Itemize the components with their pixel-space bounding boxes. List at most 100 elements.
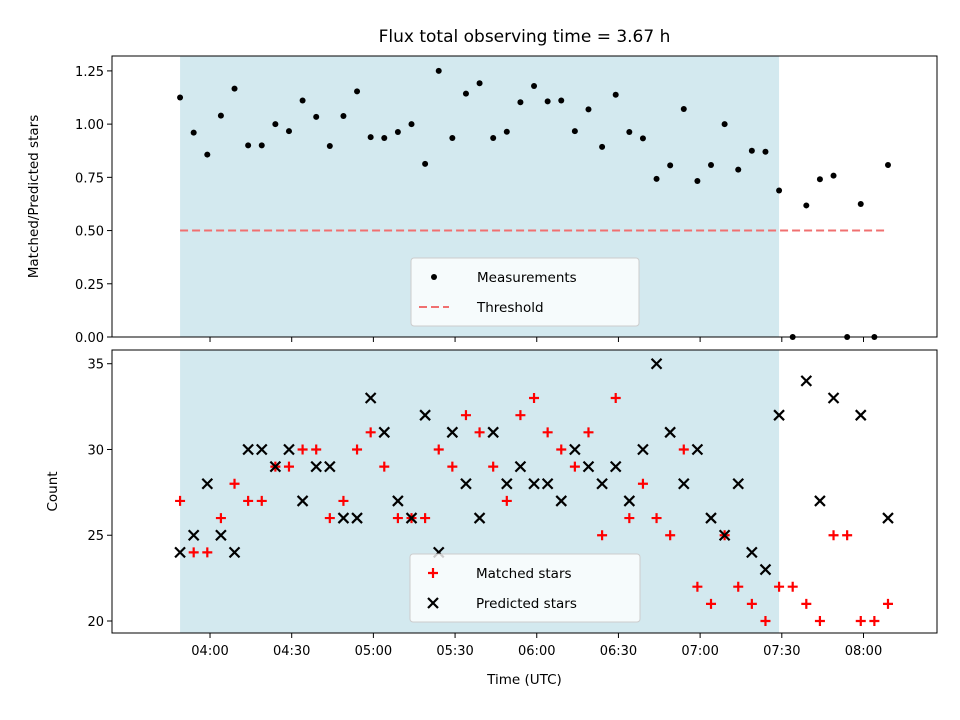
matched-star-marker — [692, 581, 703, 592]
legend: Matched stars Predicted stars — [409, 553, 641, 623]
y-tick-label: 1.00 — [75, 118, 104, 133]
matched-star-marker — [175, 495, 186, 506]
predicted-star-marker — [746, 546, 758, 559]
measurement-point — [626, 128, 633, 135]
measurement-point — [776, 187, 783, 194]
predicted-star-marker — [215, 529, 227, 542]
matched-star-marker — [501, 495, 512, 506]
y-tick-label: 1.25 — [75, 65, 104, 80]
measurement-point — [639, 135, 646, 142]
measurement-point — [408, 121, 415, 128]
measurement-point — [816, 176, 823, 183]
x-tick-label: 07:30 — [763, 644, 800, 659]
y-tick-label: 35 — [87, 358, 104, 373]
x-tick-label: 05:30 — [436, 644, 473, 659]
matched-star-marker — [828, 530, 839, 541]
predicted-star-marker — [800, 375, 813, 387]
axes-frame — [111, 55, 938, 338]
matched-star-marker — [733, 581, 744, 592]
predicted-star-marker — [296, 495, 309, 507]
measurement-point — [558, 97, 565, 104]
predicted-star-marker — [609, 460, 622, 473]
predicted-star-marker — [650, 357, 663, 370]
matched-star-marker — [678, 444, 689, 455]
measurement-point — [667, 162, 674, 169]
predicted-star-marker — [460, 478, 472, 490]
predicted-star-marker — [337, 512, 350, 524]
predicted-star-marker — [691, 443, 704, 456]
predicted-star-marker — [187, 529, 200, 542]
matched-star-marker — [338, 495, 349, 506]
measurement-point — [735, 166, 742, 173]
matched-star-marker — [556, 444, 567, 455]
y-axis-label: Matched/Predicted stars — [26, 115, 42, 278]
matched-star-marker — [460, 410, 471, 421]
y-axis-label: Count — [45, 471, 61, 511]
measurement-point — [490, 134, 497, 141]
matched-star-marker — [188, 547, 199, 558]
chart-title: Flux total observing time = 3.67 h — [379, 27, 671, 47]
predicted-star-marker — [378, 426, 391, 439]
x-tick-label: 04:00 — [191, 644, 228, 659]
measurement-point — [803, 202, 810, 209]
legend-dot-icon — [431, 274, 437, 280]
matched-star-marker — [569, 461, 580, 472]
legend-x-icon — [427, 597, 439, 609]
predicted-star-marker — [351, 512, 363, 524]
measurement-point — [422, 160, 429, 167]
matched-star-marker — [202, 547, 213, 558]
matched-star-marker — [542, 427, 553, 438]
measurement-point — [326, 143, 333, 150]
x-tick-label: 08:00 — [845, 644, 882, 659]
predicted-star-marker — [501, 478, 513, 490]
predicted-star-marker — [678, 478, 690, 490]
matched-star-marker — [352, 444, 363, 455]
predicted-star-marker — [623, 495, 636, 507]
axes-frame — [111, 349, 938, 634]
predicted-star-marker — [487, 426, 499, 439]
measurement-point — [449, 134, 456, 141]
matched-star-marker — [379, 461, 390, 472]
predicted-star-marker — [242, 443, 254, 456]
predicted-star-marker — [174, 546, 186, 559]
measurement-point — [190, 129, 197, 136]
y-tick-label: 0.00 — [75, 331, 104, 346]
measurement-point — [721, 121, 728, 128]
measurement-point — [585, 106, 592, 113]
matched-star-marker — [229, 478, 240, 489]
matched-star-marker — [869, 615, 880, 626]
matched-star-marker — [651, 513, 662, 524]
measurement-point — [517, 99, 524, 106]
x-tick-label: 04:30 — [273, 644, 310, 659]
matched-star-marker — [597, 530, 608, 541]
matched-star-marker — [665, 530, 676, 541]
measurement-point — [571, 128, 578, 135]
matched-star-marker — [256, 495, 267, 506]
matched-star-marker — [297, 444, 308, 455]
x-tick-label: 06:30 — [600, 644, 637, 659]
legend-box — [410, 257, 640, 327]
legend-label: Measurements — [477, 270, 577, 286]
predicted-star-marker — [255, 443, 268, 456]
y-tick-label: 0.50 — [75, 225, 104, 240]
matched-star-marker — [637, 478, 648, 489]
measurement-point — [299, 97, 306, 104]
legend-plus-icon — [428, 568, 438, 578]
predicted-star-marker — [473, 512, 486, 524]
predicted-star-marker — [528, 478, 540, 490]
predicted-star-marker — [541, 478, 554, 490]
predicted-star-marker — [718, 529, 731, 542]
measurement-point — [177, 94, 184, 101]
measurement-point — [762, 148, 769, 155]
y-tick-label: 0.75 — [75, 171, 104, 186]
predicted-star-marker — [773, 409, 785, 421]
measurement-point — [884, 161, 891, 168]
predicted-star-marker — [637, 443, 649, 456]
measurement-point — [367, 134, 374, 141]
top-panel: 0.00 0.25 0.50 0.75 1.00 1.25 Matched/Predicte… — [26, 27, 938, 346]
predicted-star-marker — [228, 546, 241, 559]
predicted-star-marker — [392, 495, 404, 507]
predicted-star-marker — [705, 512, 717, 524]
predicted-star-marker — [555, 495, 568, 507]
predicted-star-marker — [310, 460, 322, 473]
